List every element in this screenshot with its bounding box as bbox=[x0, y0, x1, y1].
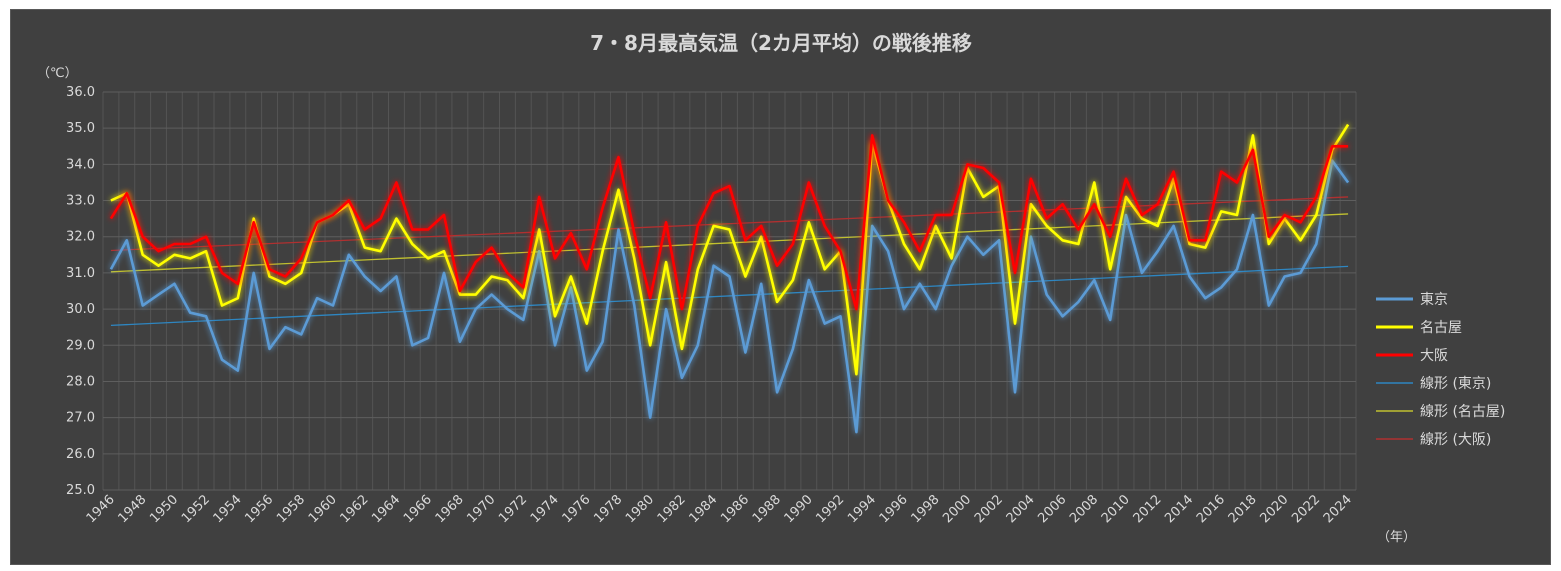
x-tick-label: 1952 bbox=[179, 492, 213, 526]
x-unit-label: （年） bbox=[1377, 530, 1416, 545]
series-lines bbox=[109, 123, 1350, 434]
x-tick-label: 2000 bbox=[940, 492, 974, 526]
legend-label: 線形 (大阪) bbox=[1420, 432, 1491, 448]
series-line bbox=[110, 123, 1350, 376]
x-tick-label: 2010 bbox=[1099, 492, 1133, 526]
series-line bbox=[109, 134, 1349, 311]
x-tick-label: 2006 bbox=[1035, 492, 1069, 526]
x-tick-label: 2014 bbox=[1162, 492, 1196, 526]
trendline bbox=[110, 196, 1349, 252]
chart-title: 7・8月最高気温（2カ月平均）の戦後推移 bbox=[590, 31, 972, 55]
y-tick-label: 29.0 bbox=[66, 338, 95, 353]
x-tick-label: 2024 bbox=[1321, 492, 1355, 526]
x-tick-label: 1954 bbox=[211, 492, 245, 526]
y-tick-label: 31.0 bbox=[66, 266, 95, 281]
x-tick-label: 1974 bbox=[528, 492, 562, 526]
x-tick-label: 1982 bbox=[655, 492, 689, 526]
x-tick-label: 1956 bbox=[242, 492, 276, 526]
x-tick-label: 1966 bbox=[401, 492, 435, 526]
trendline bbox=[110, 265, 1349, 327]
y-tick-label: 30.0 bbox=[66, 302, 95, 317]
x-tick-label: 1968 bbox=[433, 492, 467, 526]
grid bbox=[102, 91, 1357, 491]
x-tick-label: 1976 bbox=[560, 492, 594, 526]
y-tick-label: 26.0 bbox=[66, 447, 95, 462]
y-unit-label: （℃） bbox=[37, 66, 78, 81]
y-tick-label: 32.0 bbox=[66, 230, 95, 245]
x-tick-label: 2008 bbox=[1067, 492, 1101, 526]
x-tick-label: 1992 bbox=[813, 492, 847, 526]
x-tick-label: 1950 bbox=[147, 492, 181, 526]
x-tick-label: 1962 bbox=[338, 492, 372, 526]
y-tick-label: 36.0 bbox=[66, 85, 95, 100]
y-tick-label: 27.0 bbox=[66, 411, 95, 426]
x-tick-label: 2002 bbox=[972, 492, 1006, 526]
x-tick-label: 1972 bbox=[496, 492, 530, 526]
x-tick-label: 2022 bbox=[1289, 492, 1323, 526]
y-tick-label: 25.0 bbox=[66, 483, 95, 498]
x-tick-label: 2020 bbox=[1257, 492, 1291, 526]
x-tick-label: 1970 bbox=[464, 492, 498, 526]
y-tick-label: 28.0 bbox=[66, 374, 95, 389]
x-tick-label: 1994 bbox=[845, 492, 879, 526]
x-tick-label: 2012 bbox=[1131, 492, 1165, 526]
x-tick-label: 1996 bbox=[877, 492, 911, 526]
x-tick-label: 1998 bbox=[909, 492, 943, 526]
trendlines bbox=[110, 196, 1349, 327]
y-tick-label: 33.0 bbox=[66, 194, 95, 209]
x-tick-label: 1978 bbox=[591, 492, 625, 526]
legend-label: 線形 (東京) bbox=[1420, 376, 1491, 392]
x-tick-label: 1948 bbox=[115, 492, 149, 526]
x-tick-label: 1984 bbox=[686, 492, 720, 526]
legend-label: 名古屋 bbox=[1420, 320, 1462, 336]
series-line bbox=[109, 159, 1350, 434]
x-tick-label: 1964 bbox=[369, 492, 403, 526]
legend-label: 大阪 bbox=[1420, 348, 1448, 364]
x-tick-label: 1958 bbox=[274, 492, 308, 526]
x-tick-label: 2018 bbox=[1226, 492, 1260, 526]
x-tick-label: 2016 bbox=[1194, 492, 1228, 526]
chart-area: 7・8月最高気温（2カ月平均）の戦後推移 （℃） （年） 25.0 26.0 27.… bbox=[10, 9, 1551, 565]
x-tick-label: 1960 bbox=[306, 492, 340, 526]
y-axis-labels: 25.0 26.0 27.0 28.0 29.0 30.0 31.0 32.0 33.0 34.0… bbox=[66, 85, 95, 498]
y-tick-label: 34.0 bbox=[66, 157, 95, 172]
x-tick-label: 1986 bbox=[718, 492, 752, 526]
x-tick-label: 1990 bbox=[782, 492, 816, 526]
x-tick-label: 1988 bbox=[750, 492, 784, 526]
legend-label: 東京 bbox=[1420, 292, 1448, 308]
x-tick-label: 2004 bbox=[1004, 492, 1038, 526]
legend-label: 線形 (名古屋) bbox=[1420, 404, 1505, 420]
chart-svg: 7・8月最高気温（2カ月平均）の戦後推移 （℃） （年） 25.0 26.0 27.… bbox=[37, 31, 1505, 545]
x-tick-label: 1980 bbox=[623, 492, 657, 526]
x-axis-labels: 1946194819501952195419561958196019621964… bbox=[84, 492, 1355, 526]
trendline bbox=[110, 213, 1349, 273]
y-tick-label: 35.0 bbox=[66, 121, 95, 136]
